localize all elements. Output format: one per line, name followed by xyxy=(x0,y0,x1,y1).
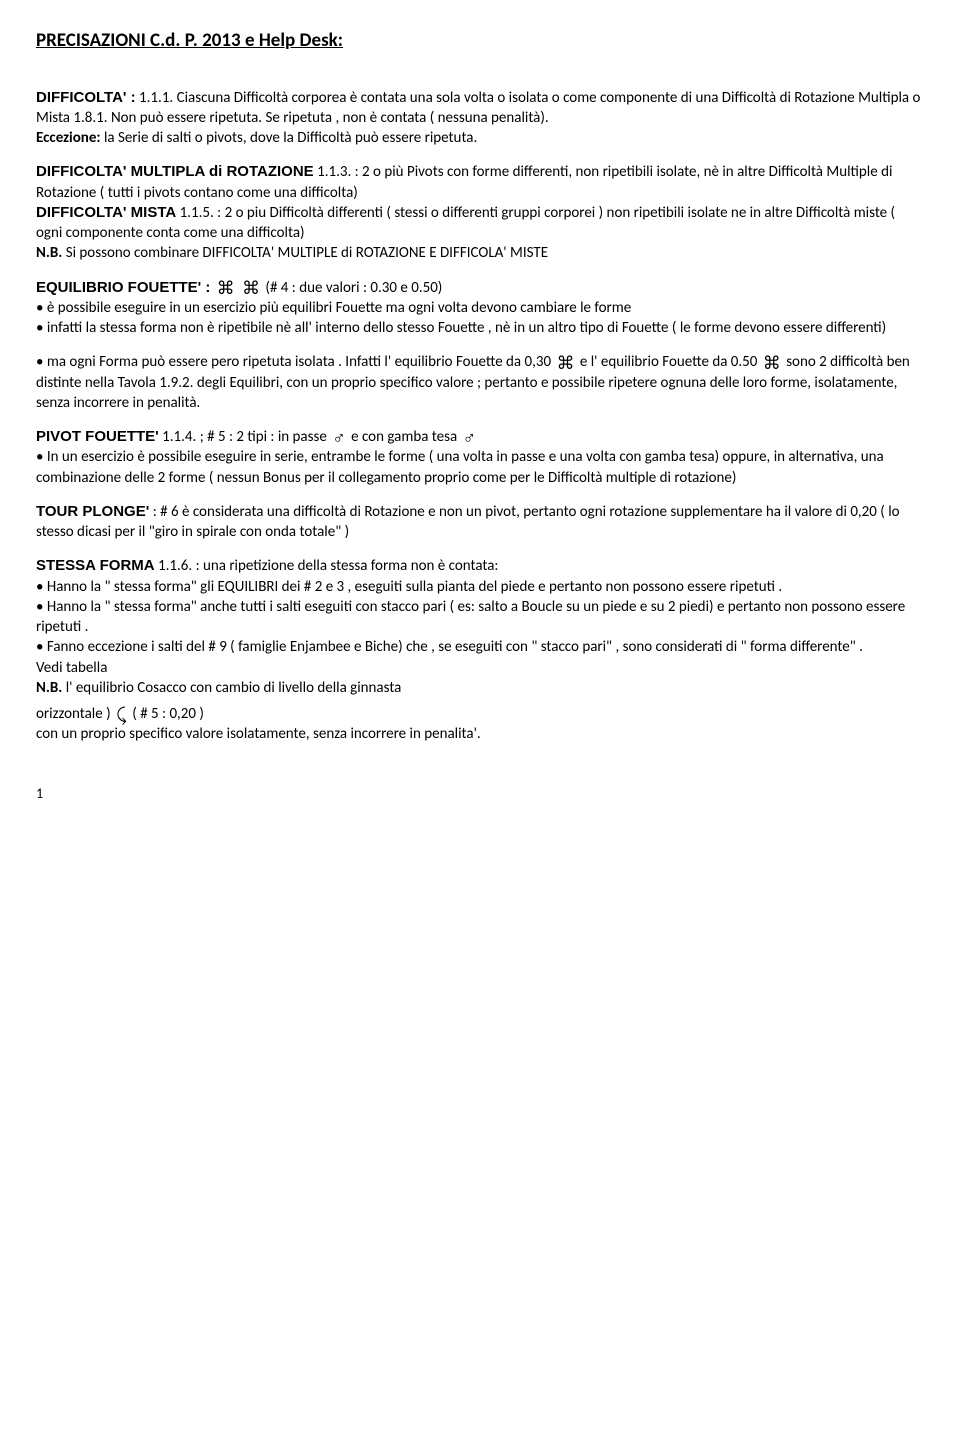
fouette-icon: ⌘ xyxy=(215,279,237,297)
stessa-bullet: • Hanno la " stessa forma" gli EQUILIBRI… xyxy=(36,578,782,596)
stessa-bullet: • Hanno la " stessa forma" anche tutti i… xyxy=(36,598,905,636)
tour-body: : # 6 è considerata una difficoltà di Ro… xyxy=(36,503,900,541)
pivot-bullet: • In un esercizio è possibile eseguire i… xyxy=(36,448,884,486)
mista-ref: 1.1.5. xyxy=(176,204,217,222)
equilibrio-bullet: • è possibile eseguire in un esercizio p… xyxy=(36,299,631,317)
stessa-tab: Vedi tabella xyxy=(36,659,107,677)
pivot-ref: 1.1.4. ; # 5 : 2 tipi : in passe xyxy=(159,428,330,446)
nb1-label: N.B. xyxy=(36,244,62,262)
stessa-intro: : una ripetizione della stessa forma non… xyxy=(196,557,499,575)
difficolta-label: DIFFICOLTA' : xyxy=(36,89,136,106)
fouette-icon: ⌘ xyxy=(554,354,576,372)
tour-label: TOUR PLONGE' xyxy=(36,503,149,520)
pivot-section: PIVOT FOUETTE' 1.1.4. ; # 5 : 2 tipi : i… xyxy=(36,427,924,488)
mista-label: DIFFICOLTA' MISTA xyxy=(36,204,176,221)
nb2-line2b: ( # 5 : 0,20 ) xyxy=(132,705,204,723)
difficolta-ref: 1.1.1. xyxy=(136,89,177,107)
nb2-line3: con un proprio specifico valore isolatam… xyxy=(36,725,481,743)
nb2-line1: l' equilibrio Cosacco con cambio di live… xyxy=(62,679,401,697)
equilibrio-section: EQUILIBRIO FOUETTE' : ⌘ ⌘ (# 4 : due val… xyxy=(36,278,924,339)
page-title: PRECISAZIONI C.d. P. 2013 e Help Desk: xyxy=(36,28,924,54)
fouette-icon: ⌘ xyxy=(761,354,783,372)
equilibrio-bullet3b: e l' equilibrio Fouette da 0.50 xyxy=(580,353,761,371)
stessa-label: STESSA FORMA xyxy=(36,557,155,574)
nb2-line2a: orizzontale ) xyxy=(36,705,114,723)
stessa-bullet: • Fanno eccezione i salti del # 9 ( fami… xyxy=(36,638,863,656)
tour-section: TOUR PLONGE' : # 6 è considerata una dif… xyxy=(36,502,924,543)
equilibrio-forma: • ma ogni Forma può essere pero ripetuta… xyxy=(36,352,924,413)
eccezione-body: la Serie di salti o pivots, dove la Diff… xyxy=(101,129,478,147)
equilibrio-valori: (# 4 : due valori : 0.30 e 0.50) xyxy=(265,279,442,297)
difficolta-section: DIFFICOLTA' : 1.1.1. Ciascuna Difficoltà… xyxy=(36,88,924,149)
nb2-label: N.B. xyxy=(36,679,62,697)
stessa-section: STESSA FORMA 1.1.6. : una ripetizione de… xyxy=(36,556,924,744)
equilibrio-bullet: • infatti la stessa forma non è ripetibi… xyxy=(36,319,886,337)
nb1-body: Si possono combinare DIFFICOLTA' MULTIPL… xyxy=(62,244,548,262)
pivot-mid: e con gamba tesa xyxy=(351,428,460,446)
fouette-icon: ⌘ xyxy=(240,279,262,297)
passe-icon: ♂ xyxy=(330,429,348,447)
eccezione-label: Eccezione: xyxy=(36,129,101,147)
equilibrio-bullet3a: • ma ogni Forma può essere pero ripetuta… xyxy=(36,353,554,371)
stessa-ref: 1.1.6. xyxy=(155,557,196,575)
gamba-tesa-icon: ♂ xyxy=(461,429,479,447)
equilibrio-label: EQUILIBRIO FOUETTE' : xyxy=(36,279,215,296)
page-number: 1 xyxy=(36,785,924,804)
pivot-label: PIVOT FOUETTE' xyxy=(36,428,159,445)
multipla-ref: 1.1.3. xyxy=(314,163,355,181)
cosacco-icon: ⤹ xyxy=(114,706,129,724)
multipla-label: DIFFICOLTA' MULTIPLA di ROTAZIONE xyxy=(36,163,314,180)
multipla-section: DIFFICOLTA' MULTIPLA di ROTAZIONE 1.1.3.… xyxy=(36,162,924,263)
